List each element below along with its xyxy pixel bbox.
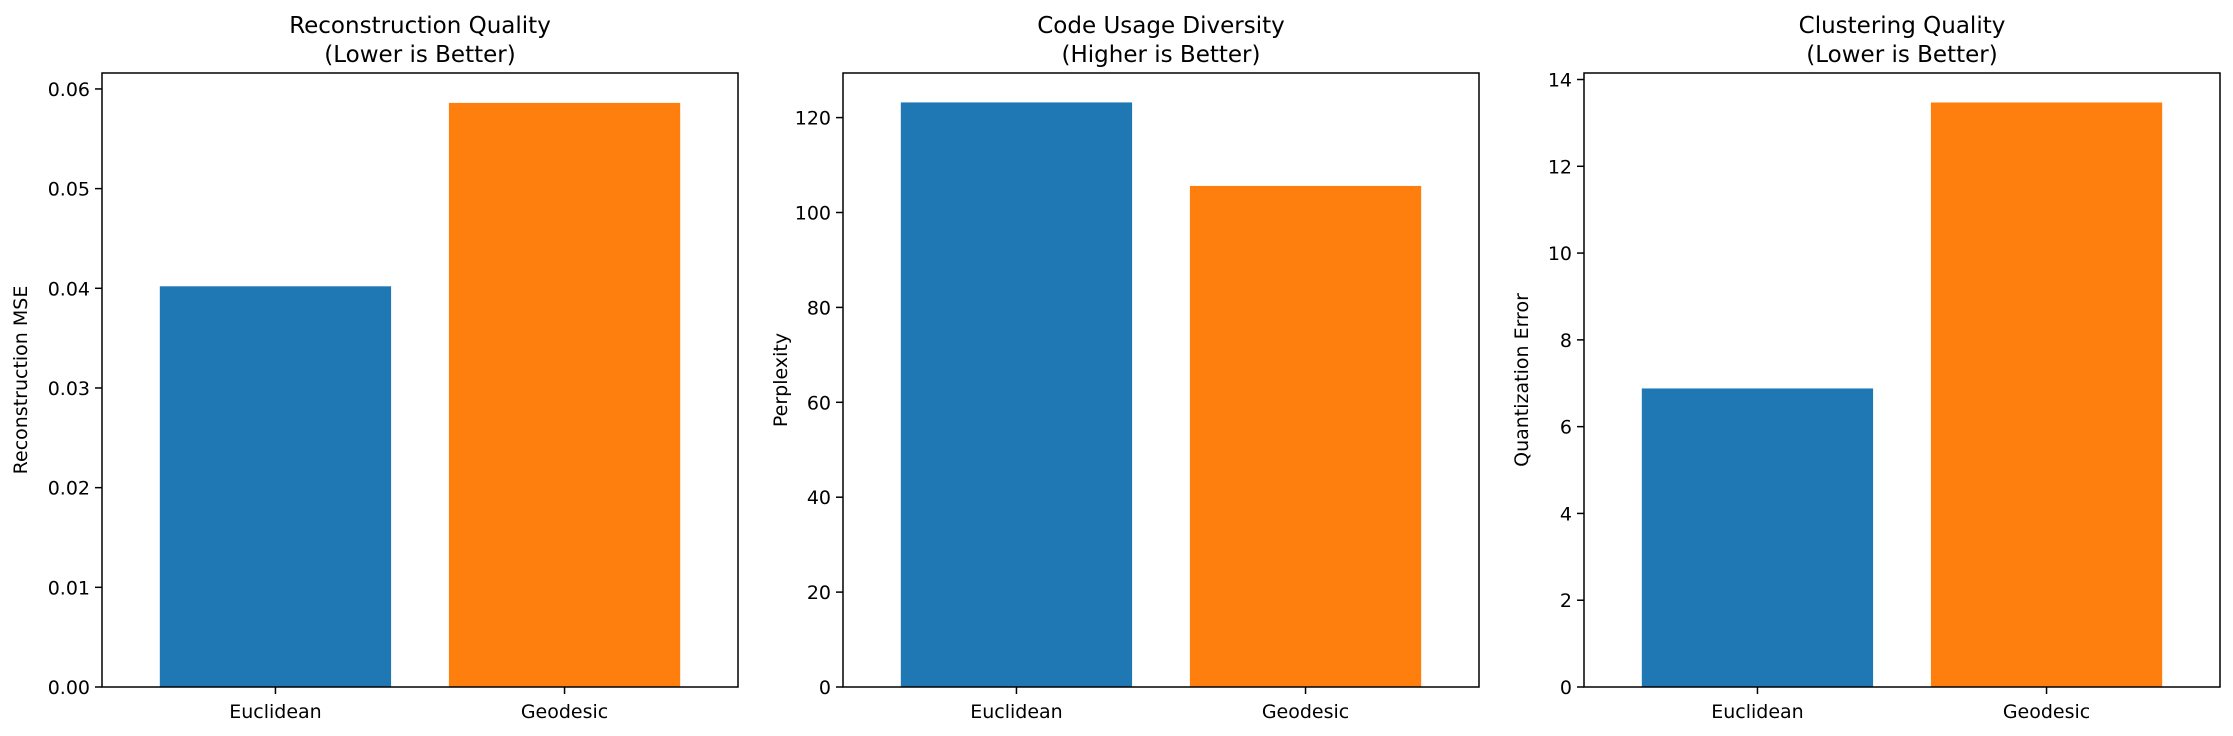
- y-tick-label: 14: [1548, 70, 1572, 92]
- chart-title-line-2: (Lower is Better): [324, 42, 515, 68]
- chart-title-line-2: (Lower is Better): [1806, 42, 1997, 68]
- x-tick-label: Geodesic: [1262, 701, 1349, 723]
- bar-euclidean: [1641, 388, 1874, 687]
- y-tick-label: 20: [807, 582, 831, 604]
- plot-frame: [1583, 72, 2221, 688]
- y-tick-label: 12: [1548, 156, 1572, 178]
- plot-frame: [842, 72, 1480, 688]
- y-tick-label: 0.02: [48, 478, 90, 500]
- y-tick-label: 0.05: [48, 179, 90, 201]
- x-tick-label: Geodesic: [521, 701, 608, 723]
- bar-geodesic: [1189, 185, 1422, 687]
- chart-panel-3: Euclidean Geodesic 0 2 4 6 8 10 12 14 Clustering Q…: [1511, 13, 2221, 723]
- bar-geodesic: [448, 102, 681, 688]
- y-tick-label: 8: [1560, 330, 1572, 352]
- chart-title-line-1: Reconstruction Quality: [289, 13, 551, 39]
- y-tick-label: 40: [807, 487, 831, 509]
- chart-title-line-1: Code Usage Diversity: [1037, 13, 1285, 39]
- x-tick-label: Euclidean: [1711, 701, 1804, 723]
- y-tick-label: 80: [807, 297, 831, 319]
- y-tick-label: 100: [795, 203, 831, 225]
- y-axis-label: Perplexity: [770, 333, 792, 427]
- bar-euclidean: [159, 286, 392, 687]
- chart-panel-1: Euclidean Geodesic 0.00 0.01 0.02 0.03 0.04 0.0…: [10, 13, 739, 723]
- y-tick-label: 0.03: [48, 378, 90, 400]
- y-tick-label: 0.00: [48, 677, 90, 699]
- chart-panel-2: Euclidean Geodesic 0 20 40 60 80 100 120 Code Usa…: [770, 13, 1480, 723]
- y-tick-label: 0.01: [48, 577, 90, 599]
- chart-title-line-1: Clustering Quality: [1799, 13, 2006, 39]
- y-tick-label: 6: [1560, 417, 1572, 439]
- chart-title-line-2: (Higher is Better): [1062, 42, 1261, 68]
- y-tick-label: 0: [1560, 677, 1572, 699]
- bar-euclidean: [900, 102, 1133, 688]
- x-tick-label: Geodesic: [2003, 701, 2090, 723]
- y-axis-label: Reconstruction MSE: [10, 286, 32, 475]
- bar-geodesic: [1930, 102, 2163, 687]
- x-tick-label: Euclidean: [229, 701, 322, 723]
- y-axis-label: Quantization Error: [1511, 293, 1533, 467]
- y-tick-label: 0.06: [48, 79, 90, 101]
- y-tick-label: 120: [795, 108, 831, 130]
- x-tick-label: Euclidean: [970, 701, 1063, 723]
- y-tick-label: 10: [1548, 243, 1572, 265]
- plot-frame: [101, 72, 739, 688]
- y-tick-label: 60: [807, 392, 831, 414]
- y-tick-label: 2: [1560, 590, 1572, 612]
- y-tick-label: 0: [819, 677, 831, 699]
- y-tick-label: 0.04: [48, 278, 90, 300]
- y-tick-label: 4: [1560, 503, 1572, 525]
